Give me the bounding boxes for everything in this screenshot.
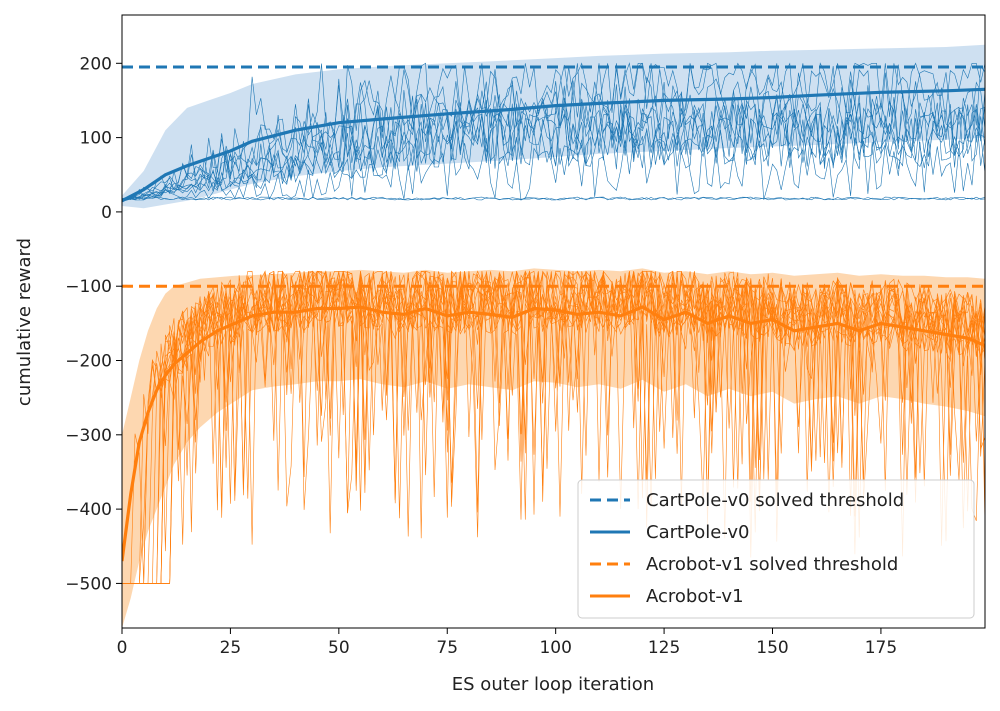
cartpole-run-line	[122, 102, 985, 202]
y-tick-label: −500	[65, 574, 112, 594]
acrobot-run-line	[122, 270, 985, 584]
x-tick-label: 150	[756, 638, 788, 658]
x-tick-label: 0	[117, 638, 128, 658]
legend-label: Acrobot-v1 solved threshold	[646, 554, 898, 575]
legend-label: CartPole-v0 solved threshold	[646, 490, 904, 511]
acrobot-run-line	[122, 270, 985, 584]
cartpole-run-line	[122, 99, 985, 202]
cartpole-run-line	[122, 134, 985, 202]
cartpole-run-line	[122, 196, 985, 201]
acrobot-run-line	[122, 270, 985, 584]
y-tick-label: −100	[65, 277, 112, 297]
cartpole-run-line	[122, 103, 985, 202]
acrobot-band	[122, 268, 985, 628]
y-tick-label: −200	[65, 352, 112, 372]
legend-label: CartPole-v0	[646, 522, 749, 543]
x-tick-label: 75	[436, 638, 458, 658]
x-tick-label: 175	[865, 638, 897, 658]
cartpole-band	[122, 44, 985, 209]
legend: CartPole-v0 solved threshold CartPole-v0 A…	[577, 479, 975, 619]
y-tick-label: −400	[65, 500, 112, 520]
legend-box	[577, 479, 975, 619]
x-axis-label: ES outer loop iteration	[452, 674, 654, 695]
y-tick-label: 100	[80, 129, 112, 149]
series-line-1	[122, 87, 985, 203]
y-axis-label: cumulative reward	[14, 238, 35, 406]
x-tick-label: 50	[328, 638, 350, 658]
cartpole-run-line	[122, 62, 985, 202]
x-tick-label: 25	[220, 638, 242, 658]
y-tick-label: −300	[65, 426, 112, 446]
y-tick-label: 200	[80, 54, 112, 74]
series-line-3	[122, 305, 985, 562]
acrobot-run-line	[122, 270, 985, 584]
cartpole-run-line	[122, 196, 985, 201]
cartpole-run-line	[122, 76, 985, 202]
y-tick-label: 0	[101, 203, 112, 223]
x-tick-label: 125	[648, 638, 680, 658]
legend-label: Acrobot-v1	[646, 586, 744, 607]
plot-frame	[121, 14, 986, 629]
x-tick-label: 100	[539, 638, 571, 658]
